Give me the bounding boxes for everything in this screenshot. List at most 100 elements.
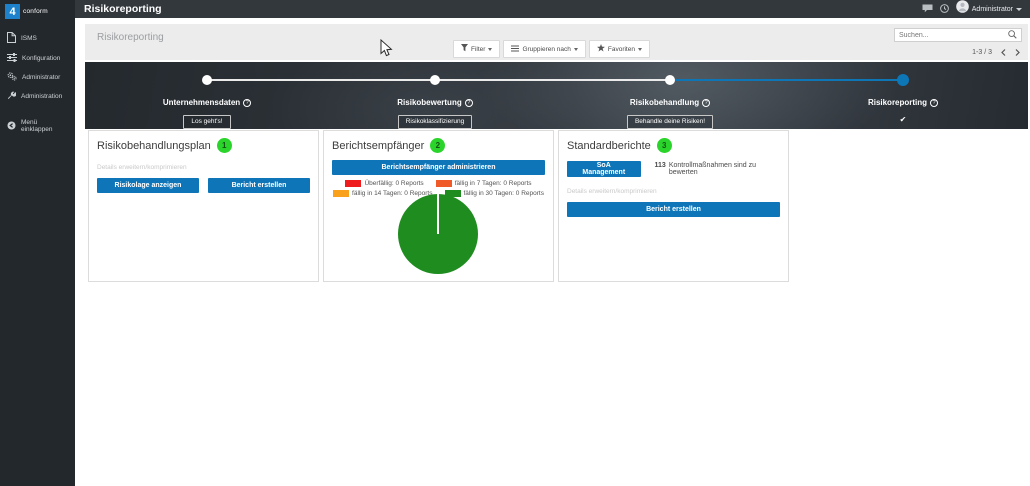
favorites-button[interactable]: Favoriten: [588, 40, 650, 58]
chevron-down-icon: [573, 47, 578, 51]
app-logo[interactable]: 4 conform: [0, 0, 75, 23]
card-risikobehandlungsplan: Risikobehandlungsplan 1 Details erweiter…: [88, 130, 319, 282]
legend-label: Überfällig: 0 Reports: [364, 180, 424, 187]
clock-icon[interactable]: [939, 0, 949, 18]
sidebar-item-konfiguration[interactable]: Konfiguration: [0, 49, 75, 68]
step-action-button[interactable]: Behandle deine Risiken!: [626, 114, 714, 129]
soa-row: SoA Management 113 Kontrollmaßnahmen sin…: [567, 161, 780, 177]
chevron-down-icon: [637, 47, 642, 51]
step-dot-4-current: [897, 74, 909, 86]
user-menu[interactable]: Administrator: [955, 0, 1022, 18]
step-action-button[interactable]: Los geht's!: [183, 114, 231, 129]
logo-mark: 4: [5, 4, 20, 19]
progress-stepper: Unternehmensdaten ? Los geht's! Risikobe…: [85, 62, 1028, 129]
pagination-range: 1-3 / 3: [972, 49, 992, 56]
soa-management-button[interactable]: SoA Management: [567, 161, 641, 177]
step-action-button[interactable]: Risikoklassifizierung: [397, 114, 473, 129]
step-label: Risikobehandlung ?: [629, 98, 711, 107]
sidebar-item-label: ISMS: [21, 35, 37, 42]
wrench-icon: [7, 91, 17, 102]
sidebar-item-label: Administration: [21, 93, 63, 100]
step-unternehmensdaten: Unternehmensdaten ? Los geht's!: [102, 92, 312, 129]
create-report-button[interactable]: Bericht erstellen: [208, 178, 310, 193]
cogs-icon: [7, 72, 17, 83]
step-label-text: Unternehmensdaten: [162, 98, 241, 107]
file-icon: [7, 32, 16, 45]
sidebar-item-administration[interactable]: Administration: [0, 87, 75, 106]
legend-label: fällig in 14 Tagen: 0 Reports: [352, 190, 433, 197]
card-title-row: Risikobehandlungsplan 1: [97, 138, 310, 153]
sidebar-nav: ISMS Konfiguration Administrator Adminis…: [0, 28, 75, 137]
details-toggle-link[interactable]: Details erweitern/komprimieren: [567, 188, 657, 195]
check-icon: ✔: [899, 115, 907, 124]
create-report-button[interactable]: Bericht erstellen: [567, 202, 780, 217]
filter-button[interactable]: Filter: [453, 40, 501, 58]
sidebar: 4 conform ISMS Konfiguration Administrat…: [0, 0, 75, 486]
legend-item-overdue: Überfällig: 0 Reports: [345, 180, 424, 187]
user-name: Administrator: [971, 5, 1013, 13]
show-risk-button[interactable]: Risikolage anzeigen: [97, 178, 199, 193]
administer-recipients-button[interactable]: Berichtsempfänger administrieren: [332, 160, 545, 175]
card-standardberichte: Standardberichte 3 SoA Management 113 Ko…: [558, 130, 789, 282]
help-icon[interactable]: ?: [464, 98, 473, 107]
control-measures-count: 113: [654, 162, 666, 169]
step-dot-3: [665, 75, 675, 85]
card-title: Risikobehandlungsplan: [97, 139, 211, 152]
help-icon[interactable]: ?: [243, 98, 252, 107]
chevron-left-icon[interactable]: [1001, 49, 1006, 56]
step-risikobehandlung: Risikobehandlung ? Behandle deine Risike…: [565, 92, 775, 129]
sidebar-item-label: Administrator: [22, 74, 61, 81]
chevron-down-icon: [488, 47, 493, 51]
step-label: Risikobewertung ?: [397, 98, 473, 107]
chevron-right-icon[interactable]: [1015, 49, 1020, 56]
toolbar-buttons: Filter Gruppieren nach Favoriten: [453, 40, 650, 58]
card-title: Standardberichte: [567, 139, 651, 152]
pie-slice-boundary: [437, 194, 439, 234]
step-number-badge: 2: [430, 138, 446, 153]
help-icon[interactable]: ?: [702, 98, 711, 107]
search-box: [894, 28, 1022, 42]
sidebar-item-administrator[interactable]: Administrator: [0, 68, 75, 87]
comment-icon[interactable]: [922, 0, 933, 18]
card-buttons-row: Risikolage anzeigen Bericht erstellen: [97, 178, 310, 193]
help-icon[interactable]: ?: [930, 98, 939, 107]
search-input[interactable]: [895, 31, 1008, 39]
card-berichtsempfaenger: Berichtsempfänger 2 Berichtsempfänger ad…: [323, 130, 554, 282]
legend-swatch: [345, 180, 362, 187]
sliders-icon: [7, 53, 17, 64]
search-icon[interactable]: [1008, 26, 1021, 44]
sidebar-item-label: Konfiguration: [22, 55, 61, 62]
sidebar-item-isms[interactable]: ISMS: [0, 28, 75, 49]
pie-legend: Überfällig: 0 Reports fällig in 7 Tagen:…: [324, 180, 553, 197]
details-toggle-link[interactable]: Details erweitern/komprimieren: [97, 164, 187, 171]
step-number-badge: 1: [216, 138, 232, 153]
step-label-text: Risikobehandlung: [629, 98, 700, 107]
control-measures-info: 113 Kontrollmaßnahmen sind zu bewerten: [655, 162, 780, 176]
top-bar: Risikoreporting Administrator: [75, 0, 1030, 18]
step-number-badge: 3: [656, 138, 672, 153]
legend-label: fällig in 7 Tagen: 0 Reports: [454, 180, 532, 187]
sidebar-item-collapse-menu[interactable]: Menü einklappen: [0, 115, 75, 137]
filter-icon: [461, 44, 468, 54]
chevron-down-icon: [1016, 7, 1022, 11]
step-risikoreporting: Risikoreporting ? ✔: [798, 92, 1008, 124]
reports-pie-chart: [398, 194, 478, 274]
list-icon: [511, 45, 520, 54]
step-label-text: Risikobewertung: [397, 98, 462, 107]
stepper-line-active: [670, 79, 903, 81]
pagination: 1-3 / 3: [972, 49, 1020, 56]
view-subtitle: Risikoreporting: [97, 32, 164, 43]
avatar: [955, 0, 969, 18]
step-dot-1: [202, 75, 212, 85]
group-by-button[interactable]: Gruppieren nach: [503, 40, 586, 58]
legend-swatch: [333, 190, 350, 197]
step-label: Risikoreporting ?: [868, 98, 939, 107]
card-title-row: Standardberichte 3: [567, 138, 780, 153]
page-title: Risikoreporting: [84, 3, 162, 15]
legend-item-due-30: fällig in 30 Tagen: 0 Reports: [444, 190, 544, 197]
control-measures-text: Kontrollmaßnahmen sind zu bewerten: [668, 162, 756, 176]
logo-text: conform: [23, 8, 48, 15]
legend-swatch: [444, 190, 461, 197]
collapse-icon: [7, 121, 16, 132]
step-risikobewertung: Risikobewertung ? Risikoklassifizierung: [330, 92, 540, 129]
